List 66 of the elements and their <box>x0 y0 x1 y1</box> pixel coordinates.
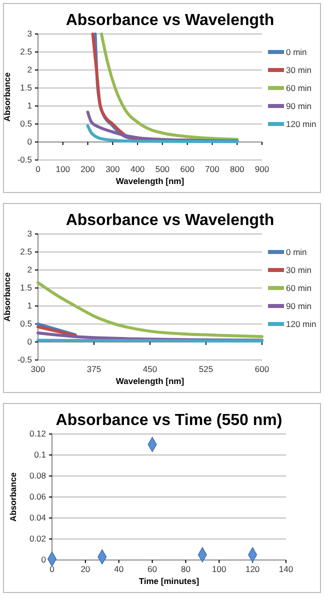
y-tick-label: 2.5 <box>20 246 32 257</box>
x-tick-label: 900 <box>254 164 270 174</box>
x-tick-label: 40 <box>114 564 124 574</box>
x-tick-label: 500 <box>155 164 170 174</box>
legend-label: 30 min <box>286 65 312 75</box>
y-tick-label: 1 <box>27 300 32 311</box>
y-tick-label: 0.08 <box>29 470 46 481</box>
x-tick-label: 60 <box>148 564 158 574</box>
y-tick-label: 1.5 <box>20 282 32 293</box>
x-tick-label: 20 <box>80 564 90 574</box>
x-tick-label: 100 <box>56 164 70 174</box>
y-tick-label: 0.04 <box>29 512 46 523</box>
y-tick-label: 2 <box>27 264 32 275</box>
x-tick-label: 80 <box>180 564 191 574</box>
x-tick-label: 300 <box>106 164 120 174</box>
y-tick-label: 0.06 <box>29 492 46 502</box>
y-tick-label: 0.12 <box>29 428 46 439</box>
legend-label: 60 min <box>286 283 312 293</box>
y-tick-label: -0.5 <box>17 354 32 365</box>
y-axis-title: Absorbance <box>2 72 12 122</box>
x-axis-title: Wavelength [nm] <box>116 376 184 386</box>
x-tick-label: 100 <box>212 564 227 574</box>
x-tick-label: 600 <box>180 164 195 174</box>
x-tick-label: 600 <box>254 364 270 374</box>
y-tick-label: -0.5 <box>17 154 32 165</box>
x-axis-title: Time [minutes] <box>138 576 200 586</box>
x-tick-label: 200 <box>80 164 96 174</box>
x-tick-label: 800 <box>230 164 244 174</box>
y-tick-label: 0 <box>27 136 32 147</box>
x-tick-label: 0 <box>50 564 55 574</box>
legend-label: 90 min <box>286 301 312 311</box>
y-tick-label: 2 <box>27 64 32 75</box>
x-tick-label: 525 <box>198 364 214 374</box>
y-axis-title: Absorbance <box>8 472 18 522</box>
legend-label: 30 min <box>286 265 312 275</box>
chart-title: Absorbance vs Wavelength <box>66 212 274 229</box>
y-tick-label: 1 <box>27 100 32 111</box>
y-tick-label: 0.1 <box>34 450 46 460</box>
y-axis-title: Absorbance <box>2 272 12 322</box>
line-series <box>86 124 239 144</box>
y-tick-label: 0.5 <box>20 318 32 329</box>
legend-label: 60 min <box>286 83 312 93</box>
x-axis-title: Wavelength [nm] <box>116 176 184 186</box>
legend-label: 0 min <box>286 47 308 57</box>
y-tick-label: 3 <box>27 228 32 239</box>
x-tick-label: 300 <box>30 364 46 374</box>
x-tick-label: 140 <box>278 564 294 574</box>
chart-title: Absorbance vs Time (550 nm) <box>56 412 282 429</box>
x-tick-label: 375 <box>86 364 102 374</box>
x-tick-label: 450 <box>142 364 158 374</box>
y-tick-label: 0.5 <box>20 118 32 129</box>
legend-label: 0 min <box>286 247 308 257</box>
x-tick-label: 700 <box>205 164 220 174</box>
y-tick-label: 0 <box>27 336 32 347</box>
y-tick-label: 2.5 <box>20 46 32 57</box>
y-tick-label: 0 <box>41 554 46 565</box>
y-tick-label: 3 <box>27 28 32 39</box>
line-series <box>36 281 264 338</box>
chart-title: Absorbance vs Wavelength <box>66 12 274 29</box>
x-tick-label: 400 <box>130 164 145 174</box>
legend-label: 90 min <box>286 101 312 111</box>
legend-label: 120 min <box>286 119 317 129</box>
legend-label: 120 min <box>286 319 317 329</box>
x-tick-label: 120 <box>245 564 260 574</box>
y-tick-label: 1.5 <box>20 82 32 93</box>
y-tick-label: 0.02 <box>29 534 46 544</box>
